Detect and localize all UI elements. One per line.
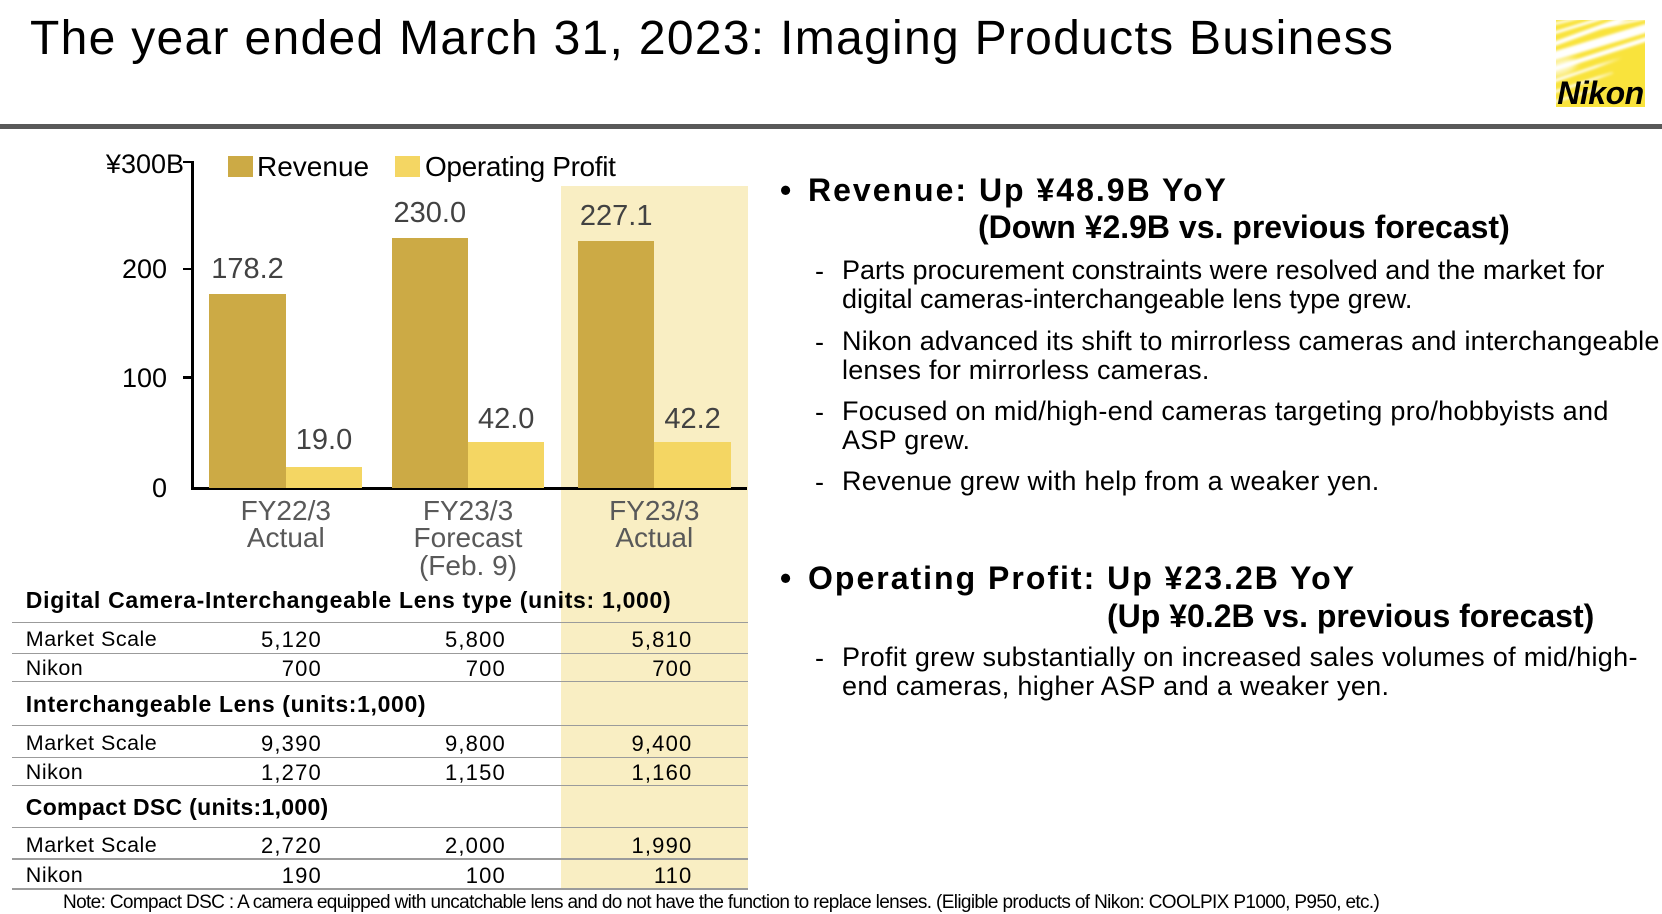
svg-text:Nikon: Nikon [1557,75,1643,107]
